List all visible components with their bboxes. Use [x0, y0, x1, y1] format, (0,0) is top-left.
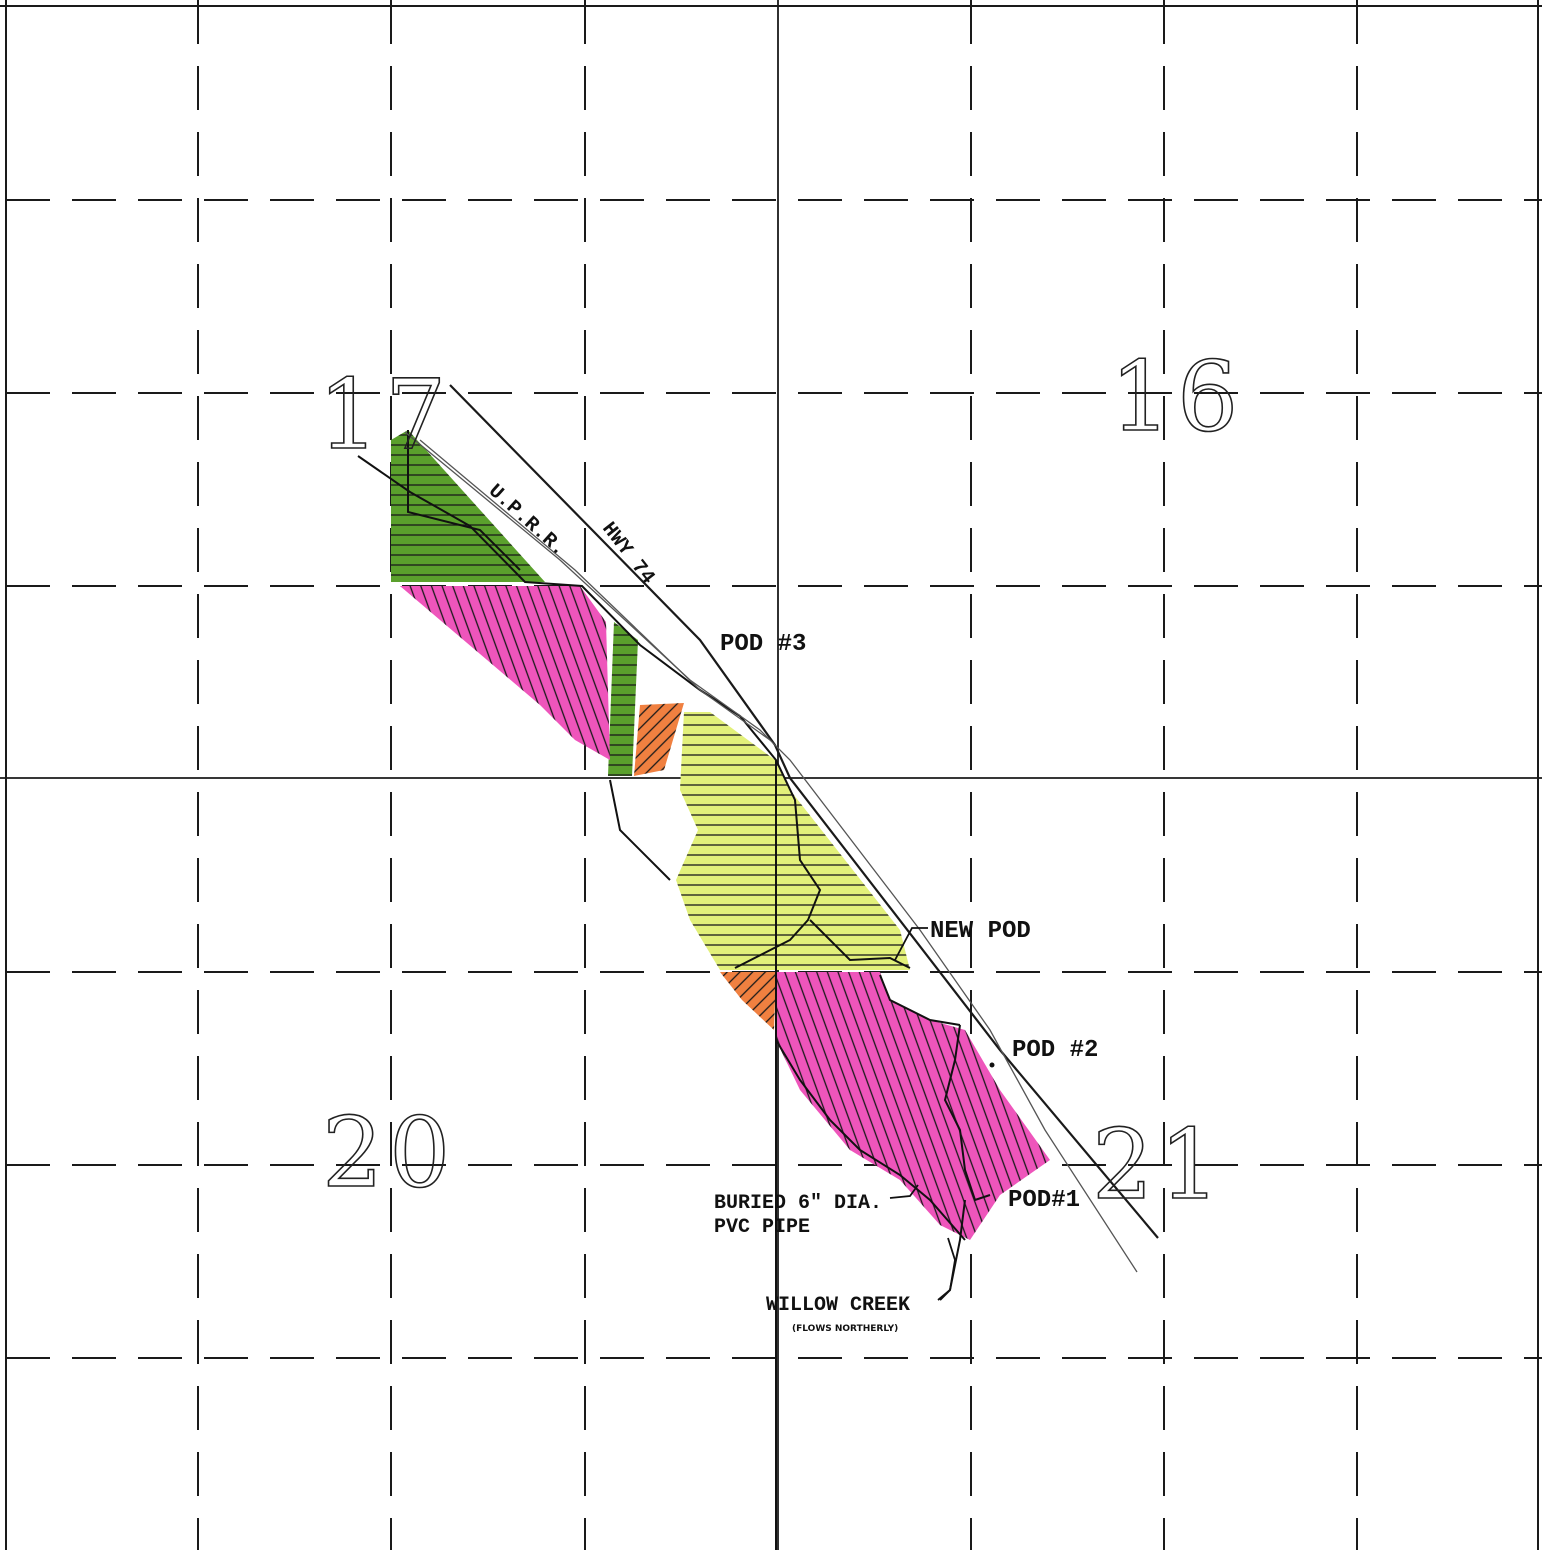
creek-leader	[937, 1237, 956, 1301]
parcel-orange-south	[720, 972, 776, 1030]
creek-label: WILLOW CREEK	[766, 1294, 910, 1317]
highway-label: HWY 74	[596, 518, 658, 589]
pod2-marker	[989, 1062, 995, 1068]
transportation-lines	[404, 384, 1159, 1273]
pipe-label-line2: PVC PIPE	[714, 1216, 810, 1239]
parcel-green-north	[391, 430, 545, 582]
parcel-magenta-south	[776, 972, 1050, 1240]
section-number-16: 16	[1110, 341, 1244, 453]
parcel-magenta-north	[400, 586, 610, 760]
highway-74-line	[449, 384, 1159, 1239]
section-number-20: 20	[322, 1097, 456, 1209]
pipe-label-line1: BURIED 6" DIA.	[714, 1192, 882, 1215]
parcel-green-strip	[608, 622, 638, 776]
parcel-orange-north	[634, 703, 684, 776]
new-pod-label: NEW POD	[930, 918, 1031, 945]
section-number-21: 21	[1092, 1109, 1226, 1221]
railroad-line	[404, 431, 1138, 1273]
pipe-leader	[889, 1184, 919, 1199]
new-pod-leader	[894, 927, 928, 961]
parcel-yellow	[676, 712, 910, 970]
pod3-label: POD #3	[720, 631, 806, 658]
pod2-label: POD #2	[1012, 1037, 1098, 1064]
creek-flow-note: (FLOWS NORTHERLY)	[792, 1324, 898, 1334]
irrigated-parcels	[391, 430, 1050, 1240]
section-number-17: 17	[318, 359, 452, 471]
pod1-label: POD#1	[1008, 1187, 1080, 1214]
